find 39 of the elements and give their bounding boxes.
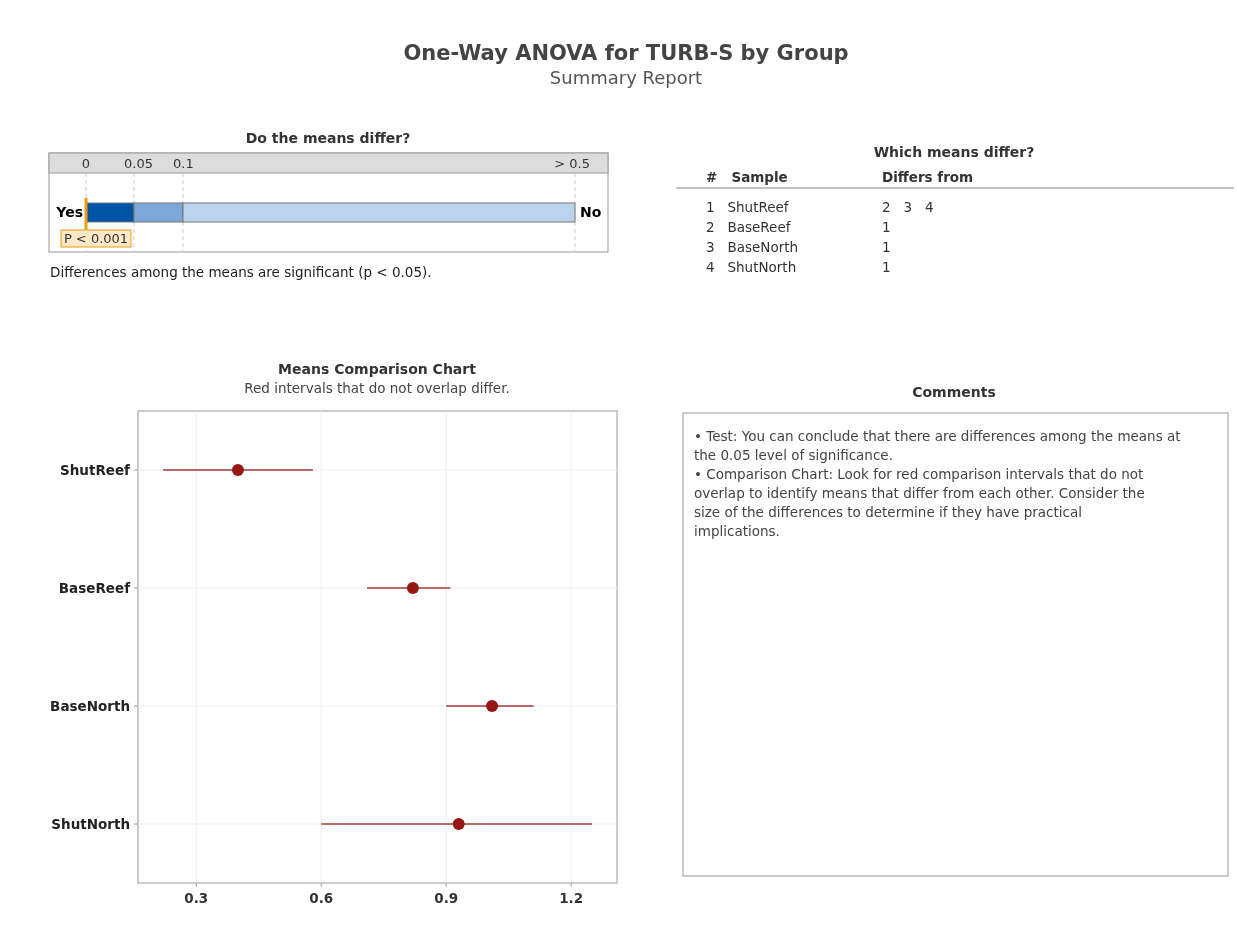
x-tick-label: 0.3: [184, 890, 209, 906]
chart-title: Means Comparison Chart: [278, 361, 477, 377]
point: [486, 700, 499, 712]
text: 0: [81, 156, 91, 171]
point: [452, 818, 465, 830]
text: # Sample: [706, 169, 788, 185]
text: 1: [882, 219, 891, 235]
text: P < 0.001: [63, 231, 129, 246]
text: • Test: You can conclude that there are differences among the means at the 0.05 level of significance.: [694, 428, 1181, 463]
text: Differs from: [882, 169, 974, 185]
text: Do the means differ?: [245, 130, 411, 146]
x-tick-label: 0.9: [434, 890, 459, 906]
text: 1 ShutReef: [706, 199, 790, 215]
y-tick-label: ShutReef: [60, 462, 131, 478]
y-tick-label: BaseReef: [58, 580, 131, 596]
chart-subtitle: Red intervals that do not overlap differ.: [244, 380, 510, 396]
text: Comments: [912, 384, 996, 400]
x-tick-label: 0.6: [309, 890, 334, 906]
text: 3 BaseNorth: [706, 239, 799, 255]
y-tick-label: BaseNorth: [50, 698, 130, 714]
text: • Comparison Chart: Look for red comparison intervals that do not overlap to identify means that differ from each other. Consider the size of the differences to determine if they have practical implications.: [694, 466, 1145, 539]
text: 2 3 4: [882, 199, 934, 215]
text: 1: [882, 239, 891, 255]
text: One-Way ANOVA for TURB-S by Group: [403, 41, 849, 65]
text: Differences among the means are significant (p < 0.05).: [50, 264, 432, 280]
text: 0.05: [124, 156, 153, 171]
text: 1: [882, 259, 891, 275]
text: 2 BaseReef: [706, 219, 792, 235]
text: Summary Report: [549, 67, 703, 88]
x-tick-label: 1.2: [559, 890, 584, 906]
text: Yes: [55, 204, 83, 220]
text: > 0.5: [554, 156, 590, 171]
text: No: [580, 204, 602, 220]
point: [231, 464, 244, 476]
text: 0.1: [173, 156, 194, 171]
point: [406, 582, 419, 594]
y-tick-label: ShutNorth: [51, 816, 130, 832]
text: 4 ShutNorth: [706, 259, 797, 275]
text: Which means differ?: [873, 144, 1035, 160]
